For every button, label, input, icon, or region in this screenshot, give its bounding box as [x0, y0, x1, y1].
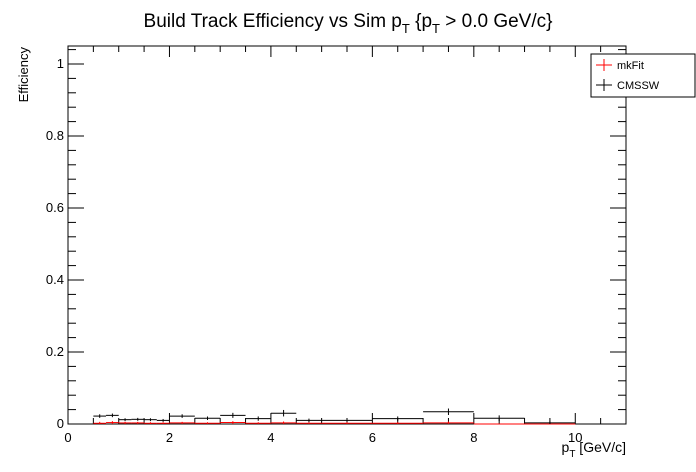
y-axis-label: Efficiency [16, 47, 31, 103]
series-mkfit [93, 421, 576, 425]
legend-mkfit-label: mkFit [617, 60, 644, 72]
legend-box [590, 53, 696, 98]
x-tick-label: 10 [568, 430, 582, 445]
y-tick-label: 0.8 [46, 128, 64, 143]
legend: mkFit CMSSW [590, 53, 696, 98]
y-tick-label: 0.2 [46, 344, 64, 359]
y-tick-label: 0.6 [46, 200, 64, 215]
chart-title: Build Track Efficiency vs Sim pT {pT > 0… [144, 11, 553, 36]
x-tick-label: 4 [267, 430, 274, 445]
y-tick-label: 1 [57, 56, 64, 71]
axis-ticks: 0 2 4 6 8 10 0 0.2 0.4 0.6 0.8 1 [46, 46, 627, 445]
x-tick-label: 0 [64, 430, 71, 445]
series-cmssw [93, 408, 576, 424]
x-axis-label: pT [GeV/c] [562, 439, 626, 460]
series-layer [93, 408, 576, 425]
x-tick-label: 8 [470, 430, 477, 445]
x-tick-label: 6 [369, 430, 376, 445]
y-tick-label: 0.4 [46, 272, 64, 287]
legend-cmssw-label: CMSSW [617, 80, 660, 92]
plot-frame [67, 45, 627, 425]
x-tick-label: 2 [166, 430, 173, 445]
y-tick-label: 0 [57, 416, 64, 431]
